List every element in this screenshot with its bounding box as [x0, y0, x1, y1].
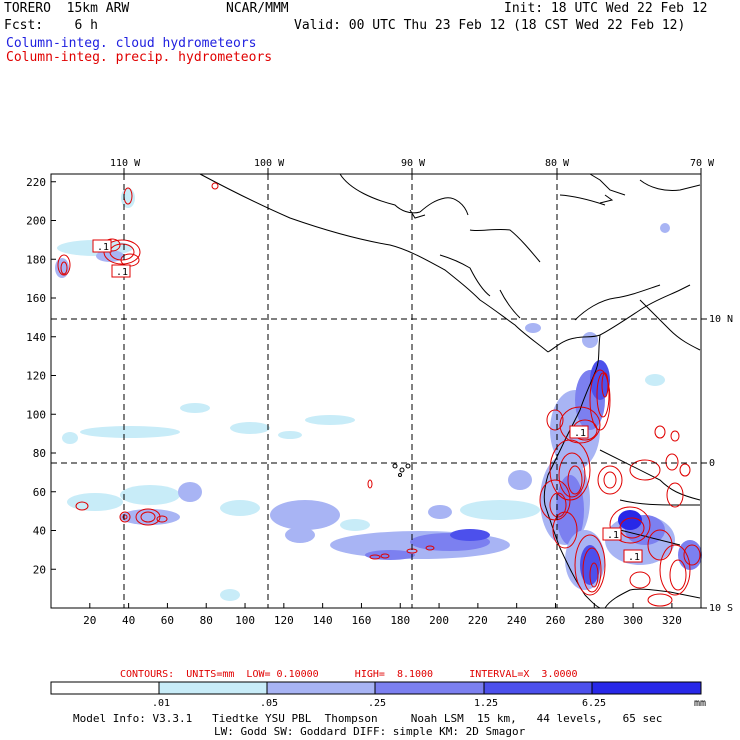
x-tick-label: 20 — [83, 614, 96, 627]
y-tick-label: 200 — [26, 215, 46, 228]
x-ticks: 20 40 60 80 100 120 140 160 180 200 220 240 260 280 30… — [83, 603, 682, 627]
colorbar-label: .05 — [260, 698, 279, 709]
x-tick-label: 140 — [313, 614, 333, 627]
contour-box: .1 — [92, 239, 112, 253]
x-tick-label: 280 — [584, 614, 604, 627]
x-tick-label: 60 — [161, 614, 174, 627]
lat-label: 0 — [709, 458, 716, 469]
contour-labels: .1 .1 .1 .1 .1 — [92, 239, 643, 563]
model-title: TORERO 15km ARW — [4, 1, 130, 16]
x-tick-label: 220 — [468, 614, 488, 627]
contour-box: .1 — [602, 527, 622, 541]
x-tick-label: 320 — [662, 614, 682, 627]
contour-box-label: .1 — [574, 428, 586, 439]
x-tick-label: 100 — [235, 614, 255, 627]
y-tick-label: 180 — [26, 253, 46, 266]
cloud-shading — [55, 188, 702, 601]
y-tick-label: 100 — [26, 408, 46, 421]
y-tick-label: 60 — [33, 486, 46, 499]
valid-time: Valid: 00 UTC Thu 23 Feb 12 (18 CST Wed … — [294, 18, 686, 33]
x-tick-label: 160 — [352, 614, 372, 627]
x-tick-label: 180 — [390, 614, 410, 627]
legend-precip: Column-integ. precip. hydrometeors — [6, 50, 273, 65]
model-info-line1: Model Info: V3.3.1 Tiedtke YSU PBL Thomp… — [73, 712, 663, 725]
legend-cloud: Column-integ. cloud hydrometeors — [6, 36, 257, 51]
lon-label: 70 W — [690, 158, 715, 169]
lon-label: 110 W — [110, 158, 141, 169]
colorbar-label: 6.25 — [582, 698, 607, 709]
model-info-line2: LW: Godd SW: Goddard DIFF: simple KM: 2D… — [214, 725, 526, 738]
contour-box: .1 — [569, 425, 589, 439]
lon-label: 90 W — [401, 158, 426, 169]
lon-label: 80 W — [545, 158, 570, 169]
contour-box-label: .1 — [97, 242, 109, 253]
map-frame — [50, 173, 702, 609]
forecast-hour: Fcst: 6 h — [4, 18, 98, 33]
init-time: Init: 18 UTC Wed 22 Feb 12 — [504, 1, 708, 16]
y-tick-label: 160 — [26, 292, 46, 305]
x-tick-label: 260 — [546, 614, 566, 627]
x-tick-label: 120 — [274, 614, 294, 627]
colorbar-label: 1.25 — [474, 698, 499, 709]
y-ticks: 220 200 180 160 140 120 100 80 60 40 20 — [26, 176, 56, 576]
y-tick-label: 120 — [26, 370, 46, 383]
x-tick-label: 300 — [623, 614, 643, 627]
colorbar-label: .01 — [152, 698, 171, 709]
contour-box: .1 — [111, 264, 131, 278]
lon-label: 100 W — [254, 158, 285, 169]
y-tick-label: 20 — [33, 563, 46, 576]
contour-box-label: .1 — [607, 530, 619, 541]
contour-info: CONTOURS: UNITS=mm LOW= 0.10000 HIGH= 8.… — [120, 669, 578, 680]
x-tick-label: 40 — [122, 614, 135, 627]
contour-box-label: .1 — [628, 552, 640, 563]
colorbar-units: mm — [694, 698, 707, 709]
precip-contours — [57, 182, 701, 607]
contour-box-label: .1 — [116, 267, 128, 278]
org-label: NCAR/MMM — [226, 1, 289, 16]
colorbar — [50, 681, 702, 695]
x-tick-label: 200 — [429, 614, 449, 627]
outer-ticks — [123, 168, 707, 609]
y-tick-label: 40 — [33, 525, 46, 538]
lat-label: 10 N — [709, 314, 734, 325]
lat-label: 10 S — [709, 603, 734, 614]
contour-box: .1 — [623, 549, 643, 563]
y-tick-label: 80 — [33, 447, 46, 460]
coastlines — [199, 173, 701, 609]
latlon-grid — [51, 174, 701, 608]
x-tick-label: 240 — [507, 614, 527, 627]
colorbar-label: .25 — [368, 698, 387, 709]
y-tick-label: 140 — [26, 331, 46, 344]
x-tick-label: 80 — [200, 614, 213, 627]
y-tick-label: 220 — [26, 176, 46, 189]
